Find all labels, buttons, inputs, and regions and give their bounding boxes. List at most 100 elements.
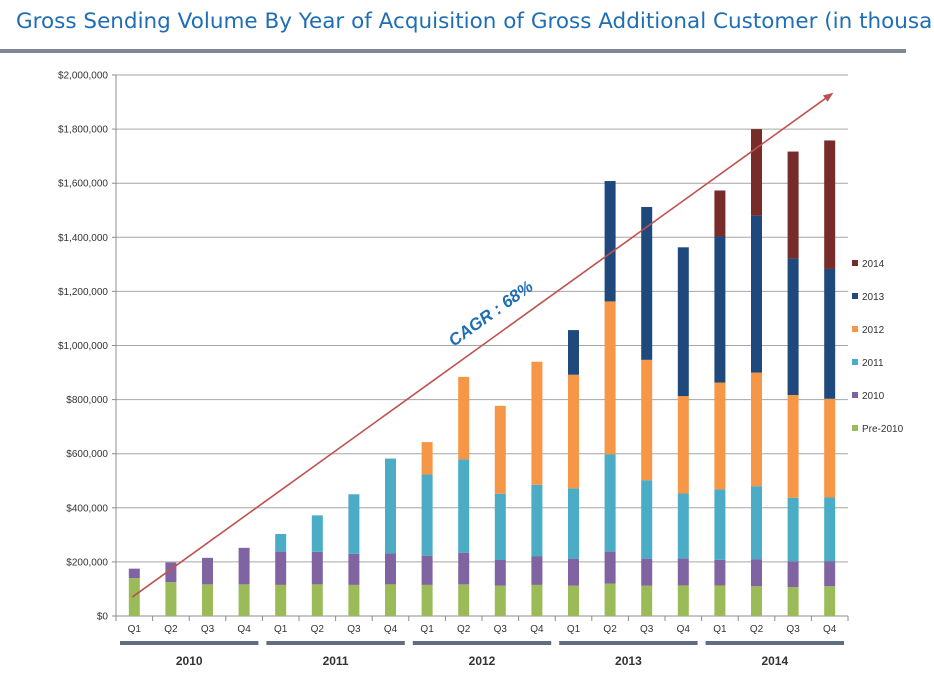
bar-segment: [128, 568, 140, 579]
x-tick-label: Q4: [530, 624, 544, 635]
legend-label: 2013: [862, 292, 885, 303]
bar-segment: [751, 486, 762, 560]
bar-segment: [165, 582, 177, 616]
bar-segment: [824, 398, 836, 498]
x-tick-label: Q3: [347, 624, 361, 635]
x-tick-label: Q1: [420, 624, 434, 635]
bar-segment: [494, 405, 506, 494]
bar-segment: [494, 493, 506, 561]
bar-segment: [677, 247, 689, 397]
bar-segment: [568, 330, 579, 375]
x-tick-label: Q2: [750, 624, 764, 635]
bar-segment: [458, 552, 470, 585]
legend: 2014 2013 2012 2011 2010 Pre-2010: [852, 259, 904, 435]
bar-segment: [824, 140, 836, 269]
x-tick-label: Q2: [164, 624, 178, 635]
x-tick-label: Q1: [713, 624, 727, 635]
year-group-label: 2014: [761, 654, 788, 668]
bar-segment: [604, 551, 616, 584]
bar-segment: [421, 442, 433, 475]
year-group-label: 2011: [323, 654, 349, 668]
bar-segment: [677, 558, 689, 586]
legend-swatch: [852, 359, 858, 365]
bar-segment: [568, 585, 579, 616]
bar-segment: [531, 361, 543, 485]
year-group-rule: [412, 641, 552, 645]
legend-label: 2011: [862, 358, 884, 369]
x-tick-label: Q4: [237, 624, 251, 635]
legend-swatch: [852, 293, 858, 299]
bar-segment: [714, 585, 726, 616]
bar-segment: [641, 359, 653, 481]
bar-segment: [311, 551, 323, 585]
y-tick-label: $1,000,000: [58, 341, 108, 352]
bar-segment: [787, 587, 799, 616]
bar-segment: [677, 493, 689, 559]
legend-swatch: [852, 326, 858, 332]
bar-segment: [531, 484, 543, 557]
y-tick-label: $600,000: [66, 449, 108, 460]
bar-segment: [604, 301, 616, 455]
bar-segment: [604, 181, 616, 302]
y-tick-label: $1,200,000: [58, 287, 108, 298]
bar-segment: [751, 129, 762, 216]
bar-segment: [751, 372, 762, 487]
legend-label: 2010: [862, 391, 885, 402]
y-tick-label: $800,000: [66, 395, 108, 406]
bar-segment: [787, 395, 799, 498]
y-tick-label: $1,600,000: [58, 179, 108, 190]
bar-segment: [824, 497, 836, 562]
bar-segment: [348, 494, 360, 554]
bar-segment: [568, 488, 579, 559]
legend-label: 2012: [862, 325, 885, 336]
bar-segment: [348, 553, 360, 585]
bar-segment: [824, 561, 836, 587]
year-group-rule: [705, 641, 844, 645]
bar-segment: [275, 584, 287, 616]
bar-segment: [421, 584, 433, 616]
year-group-label: 2012: [469, 654, 496, 668]
cagr-trend-arrow: [131, 92, 834, 598]
bar-segment: [202, 557, 213, 585]
bar-segment: [421, 474, 433, 556]
bar-segment: [714, 382, 726, 490]
bars: [128, 129, 836, 616]
bar-segment: [421, 555, 433, 585]
bar-segment: [824, 268, 836, 399]
bar-segment: [641, 585, 653, 616]
x-tick-label: Q1: [274, 624, 288, 635]
bar-segment: [458, 584, 470, 616]
bar-segment: [165, 562, 177, 583]
bar-segment: [238, 547, 250, 585]
bar-segment: [714, 236, 726, 383]
bar-segment: [751, 586, 762, 616]
bar-segment: [714, 190, 726, 237]
title-divider: [0, 49, 906, 53]
year-group-label: 2013: [615, 654, 642, 668]
year-group-label: 2010: [176, 654, 203, 668]
legend-label: 2014: [862, 259, 885, 270]
bar-segment: [787, 497, 799, 562]
bar-segment: [787, 258, 799, 396]
legend-label: Pre-2010: [862, 424, 904, 435]
bar-segment: [787, 151, 799, 259]
bar-segment: [751, 559, 762, 587]
bar-segment: [128, 578, 140, 616]
x-tick-label: Q3: [201, 624, 215, 635]
bar-segment: [275, 534, 287, 552]
bar-segment: [311, 584, 323, 616]
x-tick-label: Q3: [494, 624, 508, 635]
legend-swatch: [852, 425, 858, 431]
bar-segment: [751, 215, 762, 373]
bar-segment: [494, 560, 506, 586]
bar-segment: [641, 558, 653, 586]
bar-segment: [604, 583, 616, 616]
x-tick-label: Q2: [311, 624, 325, 635]
bar-segment: [202, 584, 213, 616]
y-axis-ticks: $0 $200,000 $400,000 $600,000 $800,000 $1,000…: [58, 71, 117, 623]
bar-segment: [458, 459, 470, 553]
y-tick-label: $400,000: [66, 503, 108, 514]
x-tick-label: Q2: [457, 624, 471, 635]
bar-segment: [275, 551, 287, 585]
